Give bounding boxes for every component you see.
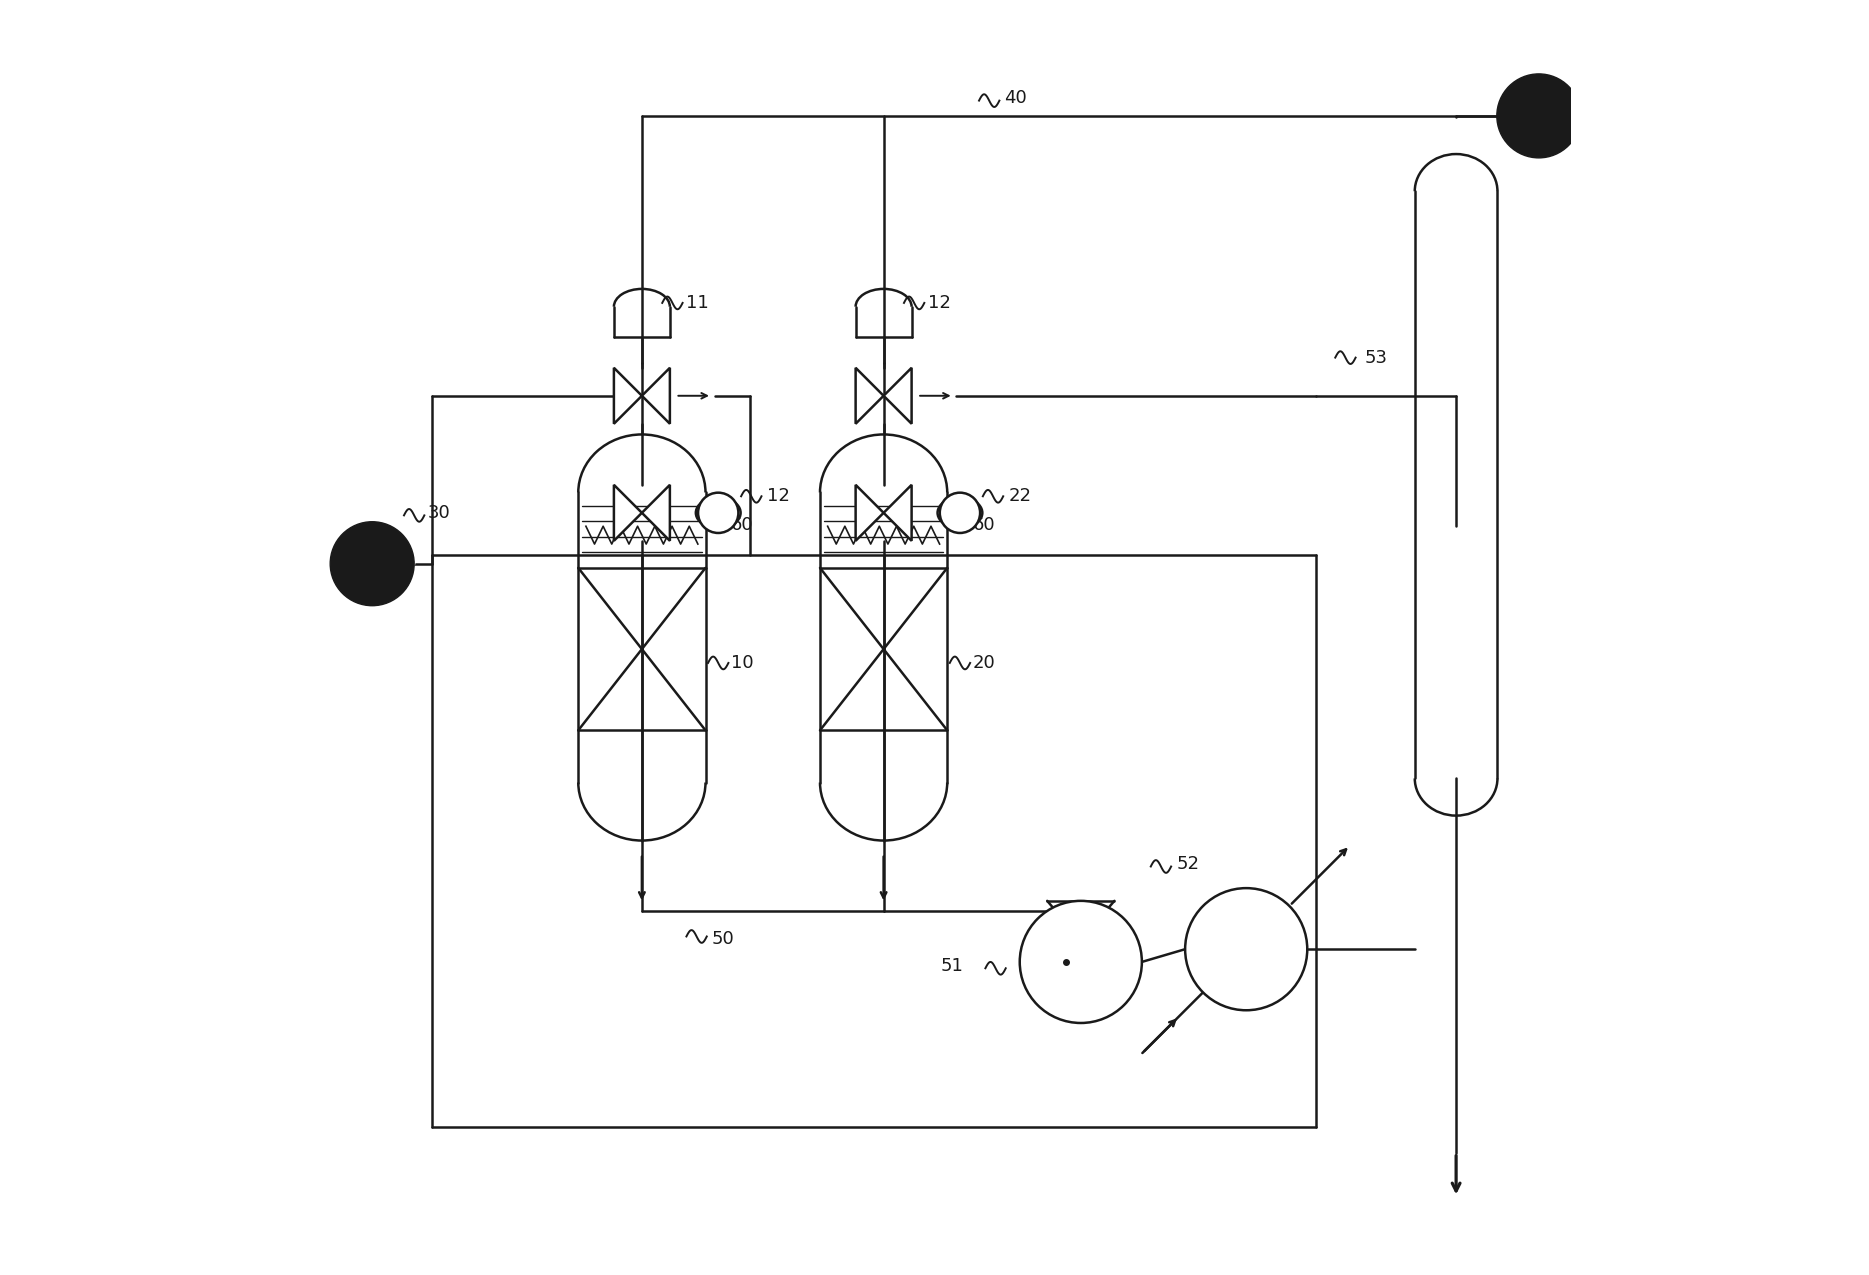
Text: 20: 20 [972, 654, 996, 672]
Text: 51: 51 [940, 956, 964, 974]
Text: 12: 12 [766, 487, 789, 505]
Circle shape [940, 492, 979, 533]
Text: 30: 30 [428, 504, 450, 521]
Polygon shape [884, 367, 912, 423]
Circle shape [1497, 74, 1581, 158]
Polygon shape [856, 484, 884, 541]
Polygon shape [856, 367, 884, 423]
Polygon shape [613, 367, 641, 423]
Text: 50: 50 [712, 929, 735, 949]
Text: 60: 60 [731, 516, 753, 534]
Circle shape [697, 492, 738, 533]
Polygon shape [641, 484, 669, 541]
Polygon shape [884, 484, 912, 541]
Text: 11: 11 [686, 295, 708, 312]
Text: 10: 10 [731, 654, 753, 672]
Polygon shape [613, 484, 641, 541]
Circle shape [1185, 889, 1306, 1010]
Polygon shape [641, 367, 669, 423]
Text: 22: 22 [1007, 487, 1032, 505]
Circle shape [331, 521, 415, 606]
Text: 12: 12 [929, 295, 951, 312]
Circle shape [1020, 901, 1142, 1023]
Text: 60: 60 [972, 516, 996, 534]
Text: 52: 52 [1176, 856, 1200, 873]
Text: 40: 40 [1004, 89, 1028, 107]
Text: 53: 53 [1364, 348, 1387, 367]
